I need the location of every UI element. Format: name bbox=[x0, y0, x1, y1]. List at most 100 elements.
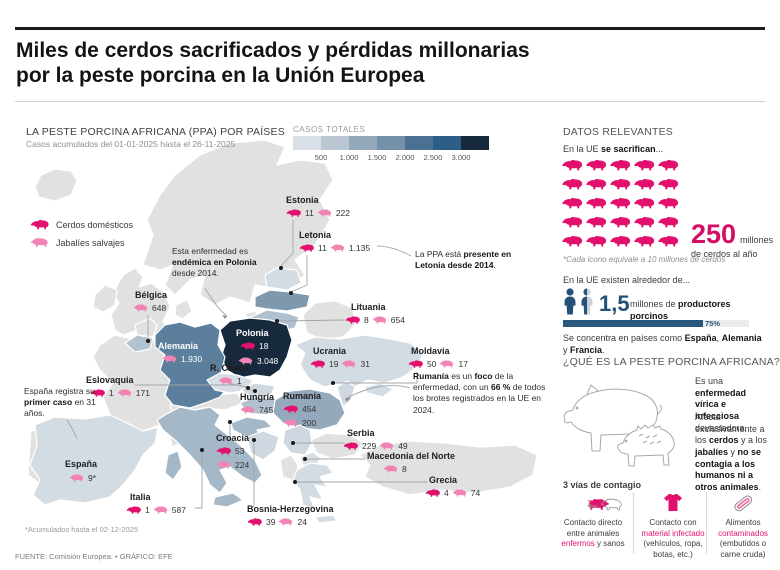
pig-unit-icon bbox=[634, 159, 655, 171]
country-belgium bbox=[124, 334, 154, 353]
map-marker-letonia: Letonia 11 1.135 bbox=[299, 230, 371, 253]
map-marker-moldavia: Moldavia 50 17 bbox=[408, 346, 468, 369]
pig-unit-icon bbox=[562, 159, 583, 171]
via-direct-contact: Contacto directo entre animales enfermos… bbox=[560, 493, 626, 550]
pig-unit-icon bbox=[658, 178, 679, 190]
pig-unit-icon bbox=[634, 197, 655, 209]
boar-icon bbox=[317, 209, 331, 217]
country-greece bbox=[292, 462, 334, 511]
wild-boar-icon bbox=[30, 237, 48, 247]
pig-unit-icon bbox=[586, 178, 607, 190]
boar-icon bbox=[283, 419, 298, 427]
pig-unit-icon bbox=[610, 159, 631, 171]
map-marker-alemania: Alemania 1.930 bbox=[158, 341, 203, 364]
scale-swatch-7 bbox=[461, 136, 489, 150]
leader-dots bbox=[146, 266, 335, 484]
title-line-2: por la peste porcina en la Unión Europea bbox=[16, 64, 425, 88]
producers-bar-label: 75% bbox=[705, 319, 721, 328]
annotation-romania: Rumanía es un foco de la enfermedad, con… bbox=[413, 371, 546, 415]
what-p2: Afecta exclusivamente a los cerdos y a l… bbox=[695, 412, 768, 493]
pig-unit-icon bbox=[634, 216, 655, 228]
what-heading: ¿QUÉ ES LA PESTE PORCINA AFRICANA? bbox=[563, 356, 780, 368]
country-sardinia bbox=[164, 450, 183, 481]
annotation-poland: Esta enfermedad es endémica en Polonia d… bbox=[172, 246, 257, 279]
legend-domestic: Cerdos domésticos bbox=[30, 218, 133, 231]
country-crimea bbox=[364, 382, 394, 398]
pigs-contact-icon bbox=[587, 498, 622, 511]
big-number: 250 bbox=[691, 219, 737, 249]
pig-unit-icon bbox=[562, 197, 583, 209]
country-estonia bbox=[264, 267, 302, 291]
map-marker-espana: España 9* bbox=[65, 459, 98, 484]
pig-unit-icon bbox=[586, 159, 607, 171]
datos-heading: DATOS RELEVANTES bbox=[563, 126, 673, 138]
boar-icon bbox=[153, 506, 167, 514]
pig-icon bbox=[216, 447, 231, 455]
map-marker-rumania: Rumanía 454 200 bbox=[283, 391, 322, 428]
pig-unit-icon bbox=[658, 159, 679, 171]
pig-unit-icon bbox=[610, 178, 631, 190]
via-infected-material: Contacto con material infectado (vehícul… bbox=[640, 491, 706, 560]
pig-unit-icon bbox=[658, 216, 679, 228]
country-bosnia bbox=[246, 430, 280, 461]
big-number-block: 250 millones de cerdos al año bbox=[691, 221, 773, 261]
map-section-heading: LA PESTE PORCINA AFRICANA (PPA) POR PAÍS… bbox=[26, 126, 285, 138]
boar-icon bbox=[69, 474, 84, 482]
map-marker-belgica: Bélgica 648 bbox=[133, 290, 168, 313]
pig-icon bbox=[345, 316, 360, 324]
country-netherlands bbox=[134, 317, 158, 338]
legend-wild: Jabalíes salvajes bbox=[30, 236, 125, 249]
what-p1: Es una enfermedad vírica e infecciosa de… bbox=[695, 376, 748, 433]
boar-icon bbox=[218, 377, 233, 385]
pig-icon bbox=[286, 209, 301, 217]
producers-bar-fill bbox=[563, 320, 703, 327]
icon-note: *Cada icono equivale a 10 millones de ce… bbox=[563, 255, 726, 264]
producers-bar bbox=[563, 320, 749, 327]
pig-unit-icon bbox=[562, 178, 583, 190]
country-crete bbox=[314, 514, 338, 524]
map-marker-serbia: Serbia 229 49 bbox=[343, 428, 408, 451]
scale-label: CASOS TOTALES bbox=[293, 125, 366, 134]
boar-icon bbox=[162, 355, 177, 363]
boar-icon bbox=[440, 360, 454, 368]
country-scandinavia bbox=[142, 139, 334, 306]
map-marker-hungria: Hungría 745 bbox=[240, 392, 275, 415]
producers-number: 1,5 bbox=[599, 291, 630, 316]
country-ukraine bbox=[294, 334, 424, 388]
producers-intro: En la UE existen alrededor de... bbox=[563, 275, 691, 285]
map-marker-bosnia: Bosnia-Herzegovina 39 24 bbox=[247, 504, 334, 527]
map-marker-eslovaquia: Eslovaquia 1 171 bbox=[86, 375, 150, 398]
pig-icon bbox=[310, 360, 325, 368]
map-marker-lituania: Lituania 8 654 bbox=[345, 302, 405, 325]
country-serbia bbox=[282, 424, 313, 456]
country-latvia bbox=[254, 289, 311, 312]
scale-swatch-6 bbox=[433, 136, 461, 150]
via-contaminated-food: Alimentos contaminados (embutidos o carn… bbox=[710, 491, 776, 560]
concentra-text: Se concentra en países como España, Alem… bbox=[563, 333, 762, 355]
pig-unit-icon bbox=[634, 235, 655, 247]
pig-unit-icon bbox=[586, 235, 607, 247]
pig-icon bbox=[299, 244, 314, 252]
map-marker-estonia: Estonia 11 222 bbox=[286, 195, 351, 218]
map-marker-rcheca: R. Checa 1 bbox=[210, 363, 249, 386]
map-marker-polonia: Polonia 18 3.048 bbox=[236, 328, 279, 366]
pig-icon bbox=[425, 489, 440, 497]
vias-divider-1 bbox=[633, 492, 634, 554]
country-sicily bbox=[212, 492, 244, 508]
map-marker-macedonia: Macedonia del Norte 8 bbox=[367, 451, 456, 474]
boar-icon bbox=[117, 389, 131, 397]
boar-icon bbox=[372, 316, 386, 324]
pig-icon bbox=[240, 342, 255, 350]
scale-swatch-5 bbox=[405, 136, 433, 150]
leader-lines bbox=[66, 220, 427, 509]
pig-unit-icon bbox=[562, 216, 583, 228]
map-marker-italia: Italia 1 587 bbox=[126, 492, 186, 515]
scale-swatch-3 bbox=[349, 136, 377, 150]
vias-divider-2 bbox=[706, 492, 707, 554]
pig-icon bbox=[343, 442, 358, 450]
pig-unit-icon bbox=[610, 197, 631, 209]
pig-icon bbox=[247, 518, 262, 526]
pig-unit-icon bbox=[658, 197, 679, 209]
pig-unit-icon bbox=[586, 216, 607, 228]
